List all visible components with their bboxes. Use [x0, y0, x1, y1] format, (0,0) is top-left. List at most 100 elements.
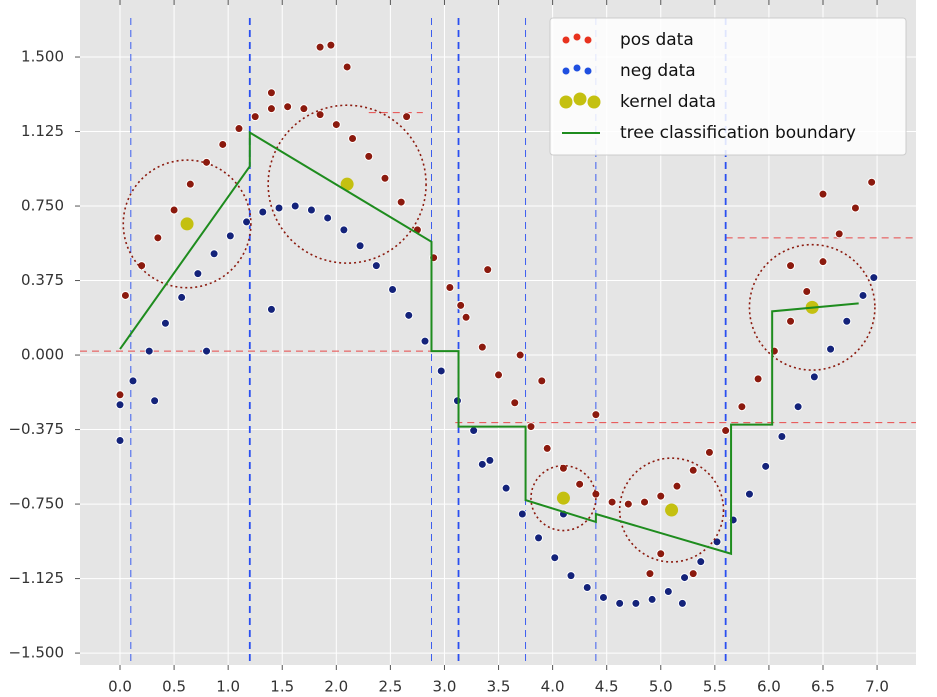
point [537, 376, 547, 386]
y-tick-label: −1.500 [8, 644, 64, 662]
point [786, 316, 796, 326]
y-tick-label: −1.125 [8, 569, 64, 587]
point [388, 284, 398, 294]
point [786, 261, 796, 271]
point [623, 499, 633, 509]
point [420, 336, 430, 346]
point [542, 443, 552, 453]
point [818, 257, 828, 267]
point [342, 62, 352, 72]
point [250, 112, 260, 122]
point [826, 344, 836, 354]
point [598, 592, 608, 602]
legend-swatch [562, 36, 570, 44]
point [115, 400, 125, 410]
point [663, 586, 673, 596]
point [266, 304, 276, 314]
point [501, 483, 511, 493]
legend-box [549, 17, 907, 156]
point [404, 310, 414, 320]
point [193, 269, 203, 279]
point [283, 102, 293, 112]
point [858, 290, 868, 300]
x-tick-label: 5.5 [703, 678, 727, 696]
point [737, 402, 747, 412]
y-tick-label: −0.750 [8, 495, 64, 513]
point [202, 157, 212, 167]
legend-swatch [584, 67, 592, 75]
point [380, 173, 390, 183]
point [615, 598, 625, 608]
legend-swatch [559, 95, 573, 109]
point [842, 316, 852, 326]
kernel-circle [618, 457, 725, 563]
x-tick-label: 2.0 [324, 678, 348, 696]
point [869, 273, 879, 283]
point [355, 241, 365, 251]
x-tick-label: 4.0 [541, 678, 565, 696]
point [266, 104, 276, 114]
point [761, 461, 771, 471]
point [128, 376, 138, 386]
x-tick-label: 3.0 [433, 678, 457, 696]
x-tick-label: 5.0 [649, 678, 673, 696]
point [348, 133, 358, 143]
point [477, 459, 487, 469]
x-tick-label: 6.0 [757, 678, 781, 696]
point [371, 261, 381, 271]
point [517, 509, 527, 519]
point [867, 177, 877, 187]
point [696, 557, 706, 567]
y-tick-label: 0.000 [21, 346, 64, 364]
point [115, 390, 125, 400]
point [704, 447, 714, 457]
point [436, 366, 446, 376]
point [534, 533, 544, 543]
point [793, 402, 803, 412]
kernel-circle [122, 159, 252, 289]
point [469, 426, 479, 436]
point [809, 372, 819, 382]
point [510, 398, 520, 408]
point [818, 189, 828, 199]
legend-label: pos data [620, 30, 694, 50]
point [402, 112, 412, 122]
point [331, 120, 341, 130]
point [177, 292, 187, 302]
x-tick-label: 2.5 [378, 678, 402, 696]
x-tick-label: 3.5 [487, 678, 511, 696]
point [575, 479, 585, 489]
kernel-point [180, 217, 194, 231]
kernel-point [340, 177, 354, 191]
point [461, 312, 471, 322]
point [290, 201, 300, 211]
point [339, 225, 349, 235]
legend-swatch [573, 92, 587, 106]
point [483, 265, 493, 275]
point [721, 426, 731, 436]
point [326, 40, 336, 50]
legend-swatch [584, 36, 592, 44]
x-tick-label: 1.0 [216, 678, 240, 696]
point [515, 350, 525, 360]
legend-label: tree classification boundary [620, 123, 856, 143]
point [323, 213, 333, 223]
y-tick-label: 1.500 [21, 48, 64, 66]
point [266, 88, 276, 98]
point [306, 205, 316, 215]
point [115, 435, 125, 445]
legend-label: kernel data [620, 92, 716, 112]
point [566, 571, 576, 581]
point [185, 179, 195, 189]
point [550, 553, 560, 563]
point [150, 396, 160, 406]
kernel-point [665, 503, 679, 517]
point [645, 569, 655, 579]
boundary-line [119, 130, 859, 556]
point [137, 261, 147, 271]
point [802, 286, 812, 296]
point [218, 139, 228, 149]
kernel-point [556, 491, 570, 505]
point [607, 497, 617, 507]
